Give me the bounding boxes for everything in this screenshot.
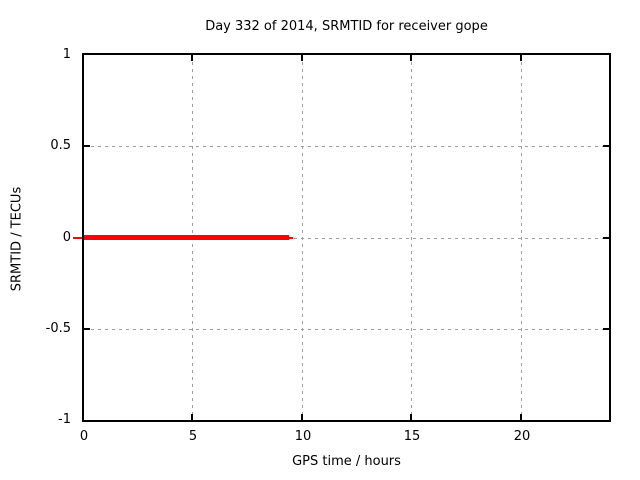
y-tick-label-1: 1 <box>62 47 71 62</box>
tickmark-y-right-0.5 <box>603 145 609 147</box>
gridline-x-20 <box>521 55 522 420</box>
x-tick-label-0: 0 <box>79 429 89 444</box>
x-tick-label-15: 15 <box>403 429 421 444</box>
tickmark-x-top-5 <box>191 55 193 61</box>
tickmark-x-top-20 <box>520 55 522 61</box>
series-line-SRMTID-seg1 <box>84 235 289 240</box>
gridline-y-0.5 <box>84 146 609 147</box>
x-tick-label-20: 20 <box>513 429 531 444</box>
tickmark-x-top-10 <box>301 55 303 61</box>
y-tick-label--1: -1 <box>58 412 71 427</box>
tickmark-y-right--0.5 <box>603 328 609 330</box>
tickmark-x-bottom-5 <box>191 414 193 420</box>
chart-title: Day 332 of 2014, SRMTID for receiver gop… <box>205 19 488 34</box>
tickmark-x-bottom-10 <box>301 414 303 420</box>
gridline-x-15 <box>411 55 412 420</box>
tickmark-y-left-0.5 <box>84 145 90 147</box>
tickmark-x-bottom-15 <box>410 414 412 420</box>
tickmark-x-top-15 <box>410 55 412 61</box>
series-line-SRMTID-seg0 <box>73 237 84 239</box>
series-layer <box>73 55 609 420</box>
gridline-y--0.5 <box>84 329 609 330</box>
series-line-SRMTID-seg2 <box>289 237 293 239</box>
tickmark-y-right-0 <box>603 237 609 239</box>
tickmark-y-left--0.5 <box>84 328 90 330</box>
gridline-y-0 <box>84 238 609 239</box>
gridline-x-10 <box>302 55 303 420</box>
x-tick-label-10: 10 <box>294 429 312 444</box>
y-tick-label-0: 0 <box>62 230 71 245</box>
y-tick-label-0.5: 0.5 <box>50 138 71 153</box>
tickmark-x-bottom-20 <box>520 414 522 420</box>
y-tick-label--0.5: -0.5 <box>45 321 71 336</box>
x-axis-label: GPS time / hours <box>292 454 401 469</box>
x-tick-label-5: 5 <box>188 429 198 444</box>
